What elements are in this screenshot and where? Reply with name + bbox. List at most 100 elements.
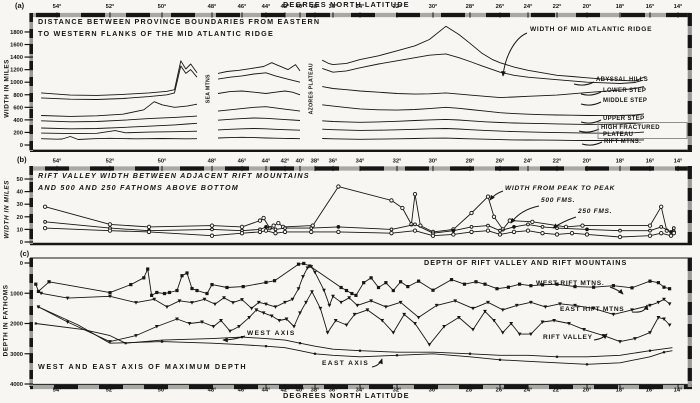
lat-tick-label: 38° — [311, 4, 320, 10]
marker-east_rift_mtns — [301, 275, 305, 279]
marker-width_peak_to_peak — [580, 223, 585, 228]
marker-east_rift_mtns — [453, 299, 458, 303]
y-tick-label: 4000 — [10, 382, 23, 388]
marker-width_250_fms — [430, 233, 436, 238]
lat-tick-label: 24° — [524, 388, 533, 394]
rift-valley-label: RIFT VALLEY — [543, 334, 593, 341]
marker-east_axis — [313, 352, 317, 355]
lat-tick-label: 30° — [429, 158, 438, 164]
lat-tick-label: 20° — [583, 158, 592, 164]
lat-tick-label: 46° — [238, 388, 247, 394]
marker-rift_valley — [656, 315, 661, 320]
peak-to-peak-arrow — [489, 190, 504, 201]
series-width_of_mid_atlantic_ridge — [217, 62, 301, 74]
lat-tick-label: 48° — [208, 388, 217, 394]
y-tick-label: 1200 — [10, 68, 23, 74]
bottom-axis-title: DEGREES NORTH LATITUDE — [283, 391, 410, 400]
rift-mtns-hook — [581, 141, 603, 146]
panel-a-title-line1: DISTANCE BETWEEN PROVINCE BOUNDARIES FRO… — [38, 17, 321, 26]
marker-width_peak_to_peak — [257, 218, 263, 223]
marker-west_rift_mtns — [518, 282, 522, 286]
series-lower_step_boundary — [322, 86, 645, 99]
marker-width_peak_to_peak — [42, 204, 48, 209]
panel-c-title: DEPTH OF RIFT VALLEY AND RIFT MOUNTAINS — [424, 258, 628, 267]
marker-rift_valley — [492, 318, 496, 323]
lat-tick-label: 34° — [356, 388, 365, 394]
marker-west_axis — [34, 322, 37, 325]
series-width_of_mid_atlantic_ridge — [321, 25, 646, 82]
marker-east_rift_mtns — [134, 301, 138, 305]
marker-east_rift_mtns — [213, 302, 217, 307]
lat-tick-label: 22° — [553, 158, 562, 164]
marker-width_500_fms — [283, 226, 287, 230]
marker-rift_valley — [567, 322, 571, 326]
lat-tick-label: 44° — [262, 388, 271, 394]
marker-east_rift_mtns — [369, 299, 373, 303]
y-tick-label: 30 — [17, 202, 23, 208]
marker-west_rift_mtns — [296, 262, 301, 266]
abyssal-hills-hook — [573, 81, 595, 86]
y-tick-label: 10 — [17, 227, 23, 233]
marker-east_rift_mtns — [591, 306, 596, 311]
marker-rift_valley — [552, 318, 556, 323]
marker-width_250_fms — [263, 228, 269, 233]
marker-rift_valley — [427, 343, 432, 347]
marker-rift_valley — [471, 328, 475, 332]
panel-b-title-line2: AND 500 AND 250 FATHOMS ABOVE BOTTOM — [38, 183, 239, 192]
marker-west_rift_mtns — [162, 291, 167, 296]
series-lower_step_boundary — [41, 101, 198, 117]
marker-width_500_fms — [555, 226, 559, 230]
marker-width_250_fms — [668, 233, 674, 238]
marker-rift_valley — [540, 320, 545, 324]
marker-east_axis — [498, 358, 502, 361]
marker-east_rift_mtns — [339, 300, 343, 305]
series-middle_step_boundary — [217, 106, 301, 112]
lat-tick-label: 26° — [496, 158, 505, 164]
lat-tick-label: 14° — [674, 158, 683, 164]
marker-rift_valley — [261, 311, 266, 315]
high-fractured-label: HIGH FRACTURED — [601, 124, 660, 131]
lat-tick-label: 24° — [524, 158, 533, 164]
marker-width_500_fms — [526, 222, 530, 227]
marker-east_rift_mtns — [65, 296, 70, 301]
fms250-label: 250 FMS. — [578, 208, 613, 215]
marker-rift_valley — [310, 290, 314, 294]
marker-width_peak_to_peak — [239, 224, 245, 230]
marker-west_rift_mtns — [308, 264, 312, 268]
marker-width_250_fms — [257, 229, 263, 235]
panel-c-ylabel: DEPTH IN FATHOMS — [2, 284, 10, 357]
lat-tick-label: 40° — [296, 388, 305, 394]
lat-tick-label: 22° — [553, 4, 562, 10]
lat-tick-label: 38° — [311, 158, 320, 164]
rift-valley-arrow — [593, 333, 608, 341]
east-rift-arrow — [631, 304, 649, 313]
marker-east_rift_mtns — [648, 303, 652, 308]
panel-b-ylabel: WIDTH IN MILES — [3, 179, 11, 239]
lat-tick-label: 14° — [674, 388, 683, 394]
lat-tick-label: 28° — [466, 158, 475, 164]
marker-west_rift_mtns — [302, 261, 306, 266]
marker-width_500_fms — [512, 225, 516, 229]
marker-width_250_fms — [412, 228, 418, 233]
series-upper_step_boundary — [41, 122, 198, 130]
panel-b-tag: (b) — [17, 155, 27, 164]
lat-tick-label: 36° — [329, 158, 338, 164]
lat-tick-label: 20° — [583, 4, 592, 10]
marker-west_axis — [648, 349, 652, 352]
marker-rift_valley — [219, 318, 223, 323]
marker-west_rift_mtns — [369, 276, 373, 280]
marker-west_rift_mtns — [47, 280, 51, 284]
marker-width_250_fms — [617, 234, 623, 240]
marker-rift_valley — [284, 317, 289, 321]
marker-width_250_fms — [647, 233, 653, 238]
marker-west_rift_mtns — [399, 280, 403, 284]
y-tick-label: 0 — [20, 240, 23, 246]
marker-width_peak_to_peak — [209, 223, 215, 228]
marker-width_250_fms — [569, 231, 575, 236]
marker-east_rift_mtns — [305, 266, 310, 270]
high-fractured-plateau-box — [597, 122, 688, 139]
lat-tick-label: 30° — [429, 4, 438, 10]
marker-rift_valley — [277, 318, 282, 323]
marker-west_rift_mtns — [529, 284, 533, 288]
marker-east_rift_mtns — [327, 303, 332, 308]
